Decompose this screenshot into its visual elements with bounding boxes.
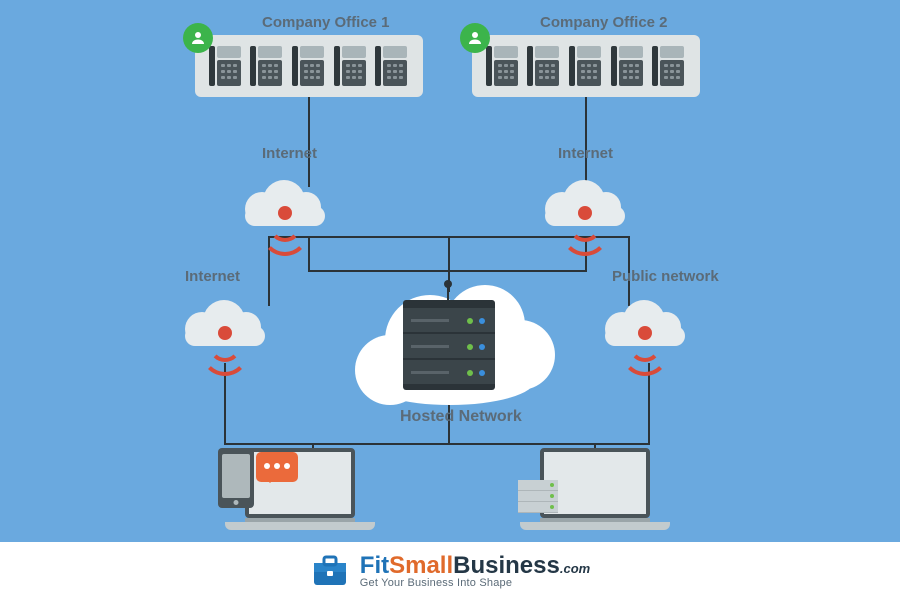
- user-badge-icon: [183, 23, 213, 53]
- connector-line: [585, 97, 587, 187]
- cloud-label: Public network: [612, 268, 719, 285]
- office-title: Company Office 1: [262, 14, 390, 31]
- mini-server-icon: [518, 480, 558, 513]
- office-panel: [195, 35, 423, 97]
- brand-name: FitSmallBusiness.com: [360, 554, 590, 578]
- desk-phone-icon: [652, 44, 686, 88]
- cloud-label: Internet: [262, 145, 317, 162]
- smartphone-icon: [218, 448, 254, 508]
- laptop-icon: [540, 448, 670, 530]
- desk-phone-icon: [375, 44, 409, 88]
- cloud-icon: [545, 178, 625, 226]
- connector-line: [308, 97, 310, 187]
- connector-line: [224, 443, 650, 445]
- connector-line: [308, 238, 310, 270]
- cloud-label: Internet: [558, 145, 613, 162]
- desk-phone-icon: [209, 44, 243, 88]
- desk-phone-icon: [527, 44, 561, 88]
- briefcase-icon: [310, 553, 350, 589]
- brand-text: FitSmallBusiness.com Get Your Business I…: [360, 554, 590, 589]
- user-badge-icon: [460, 23, 490, 53]
- desk-phone-icon: [334, 44, 368, 88]
- chat-bubble-icon: [256, 452, 298, 482]
- desk-phone-icon: [250, 44, 284, 88]
- desk-phone-icon: [292, 44, 326, 88]
- network-diagram: Company Office 1 Company Office 2 Internet…: [0, 0, 900, 542]
- cloud-icon: [605, 298, 685, 346]
- cloud-label: Internet: [185, 268, 240, 285]
- hosted-network-label: Hosted Network: [400, 408, 522, 426]
- brand-tagline: Get Your Business Into Shape: [360, 578, 590, 589]
- cloud-icon: [245, 178, 325, 226]
- desk-phone-icon: [611, 44, 645, 88]
- office-title: Company Office 2: [540, 14, 668, 31]
- server-stack-icon: [403, 300, 495, 390]
- desk-phone-icon: [569, 44, 603, 88]
- footer-branding: FitSmallBusiness.com Get Your Business I…: [0, 542, 900, 600]
- cloud-icon: [185, 298, 265, 346]
- canvas: Company Office 1 Company Office 2 Internet…: [0, 0, 900, 600]
- office-panel: [472, 35, 700, 97]
- desk-phone-icon: [486, 44, 520, 88]
